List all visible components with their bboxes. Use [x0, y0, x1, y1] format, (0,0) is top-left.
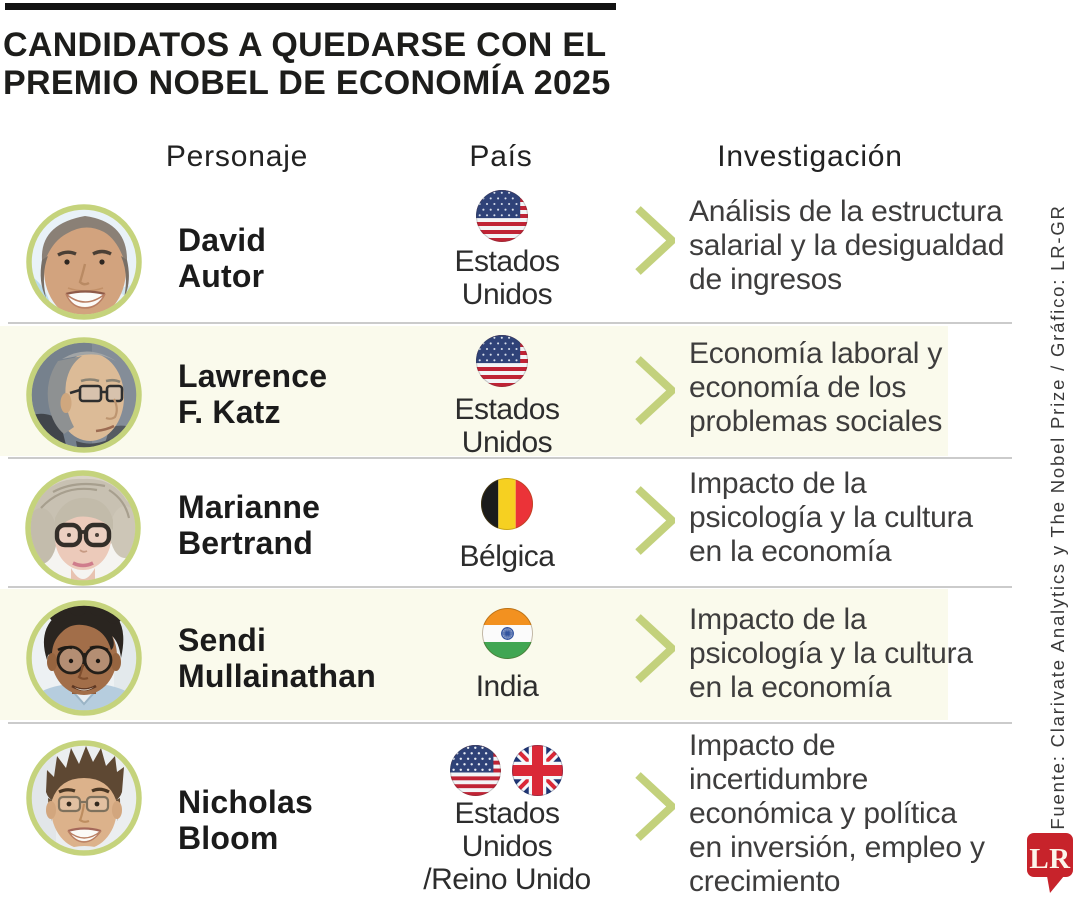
svg-text:LR: LR [1029, 843, 1071, 875]
